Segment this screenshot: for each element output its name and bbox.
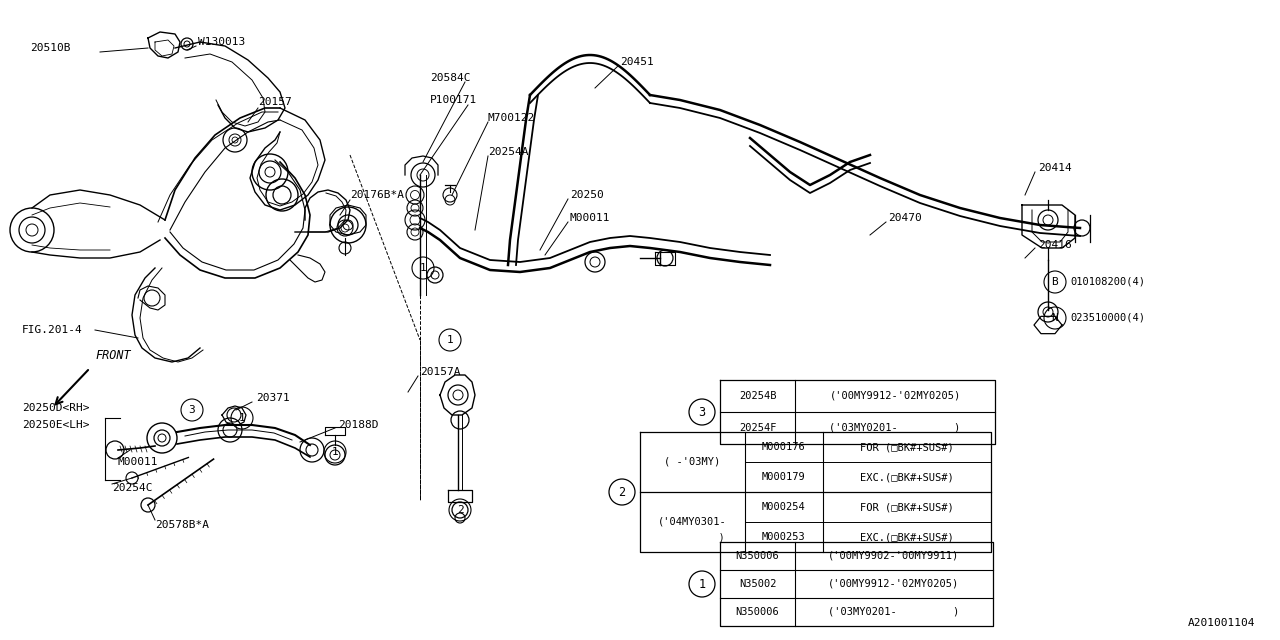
Text: 20254A: 20254A <box>488 147 529 157</box>
Text: 20157: 20157 <box>259 97 292 107</box>
Text: 20414: 20414 <box>1038 163 1071 173</box>
Text: 20578B*A: 20578B*A <box>155 520 209 530</box>
Text: N350006: N350006 <box>736 607 780 617</box>
Text: 20250: 20250 <box>570 190 604 200</box>
Text: 20250D<RH>: 20250D<RH> <box>22 403 90 413</box>
Text: W130013: W130013 <box>198 37 246 47</box>
Text: 20254C: 20254C <box>113 483 152 493</box>
Text: 023510000(4): 023510000(4) <box>1070 313 1146 323</box>
Text: EXC.(□BK#+SUS#): EXC.(□BK#+SUS#) <box>860 472 954 482</box>
Text: 3: 3 <box>188 405 196 415</box>
Text: 1: 1 <box>447 335 453 345</box>
Text: B: B <box>1052 277 1059 287</box>
Text: 20188D: 20188D <box>338 420 379 430</box>
Text: ('04MY0301-: ('04MY0301- <box>658 517 727 527</box>
Text: 3: 3 <box>699 406 705 419</box>
Text: N: N <box>1052 313 1059 323</box>
Text: M000254: M000254 <box>762 502 806 512</box>
Text: 20584C: 20584C <box>430 73 471 83</box>
Text: 1: 1 <box>332 447 338 457</box>
Text: 20416: 20416 <box>1038 240 1071 250</box>
Text: FOR (□BK#+SUS#): FOR (□BK#+SUS#) <box>860 442 954 452</box>
Text: 20157A: 20157A <box>420 367 461 377</box>
Text: M000179: M000179 <box>762 472 806 482</box>
Text: ('03MY0201-         ): ('03MY0201- ) <box>829 423 960 433</box>
Text: N35002: N35002 <box>739 579 776 589</box>
Text: 20176B*A: 20176B*A <box>349 190 404 200</box>
Text: FOR (□BK#+SUS#): FOR (□BK#+SUS#) <box>860 502 954 512</box>
Text: 20250E<LH>: 20250E<LH> <box>22 420 90 430</box>
Text: M00011: M00011 <box>118 457 159 467</box>
Text: ('00MY9902-'00MY9911): ('00MY9902-'00MY9911) <box>828 551 960 561</box>
Text: A201001104: A201001104 <box>1188 618 1254 628</box>
Text: 1: 1 <box>420 263 426 273</box>
Text: 20254F: 20254F <box>739 423 776 433</box>
Text: P100171: P100171 <box>430 95 477 105</box>
Text: 010108200(4): 010108200(4) <box>1070 277 1146 287</box>
Text: ( -'03MY): ( -'03MY) <box>664 457 721 467</box>
Text: 1: 1 <box>238 413 246 423</box>
Text: N350006: N350006 <box>736 551 780 561</box>
Text: ): ) <box>660 532 724 542</box>
Text: FIG.201-4: FIG.201-4 <box>22 325 83 335</box>
Text: M00011: M00011 <box>570 213 611 223</box>
Text: 20510B: 20510B <box>29 43 70 53</box>
Text: ('03MY0201-         ): ('03MY0201- ) <box>828 607 960 617</box>
Text: ('00MY9912-'02MY0205): ('00MY9912-'02MY0205) <box>828 579 960 589</box>
Text: 1: 1 <box>699 577 705 591</box>
Text: 20451: 20451 <box>620 57 654 67</box>
Text: 20371: 20371 <box>256 393 289 403</box>
Text: 2: 2 <box>457 505 463 515</box>
Text: 2: 2 <box>618 486 626 499</box>
Text: 20470: 20470 <box>888 213 922 223</box>
Text: M000176: M000176 <box>762 442 806 452</box>
Text: ('00MY9912-'02MY0205): ('00MY9912-'02MY0205) <box>829 391 960 401</box>
Text: 20254B: 20254B <box>739 391 776 401</box>
Text: M000253: M000253 <box>762 532 806 542</box>
Text: FRONT: FRONT <box>95 349 131 362</box>
Text: EXC.(□BK#+SUS#): EXC.(□BK#+SUS#) <box>860 532 954 542</box>
Text: M700122: M700122 <box>488 113 535 123</box>
